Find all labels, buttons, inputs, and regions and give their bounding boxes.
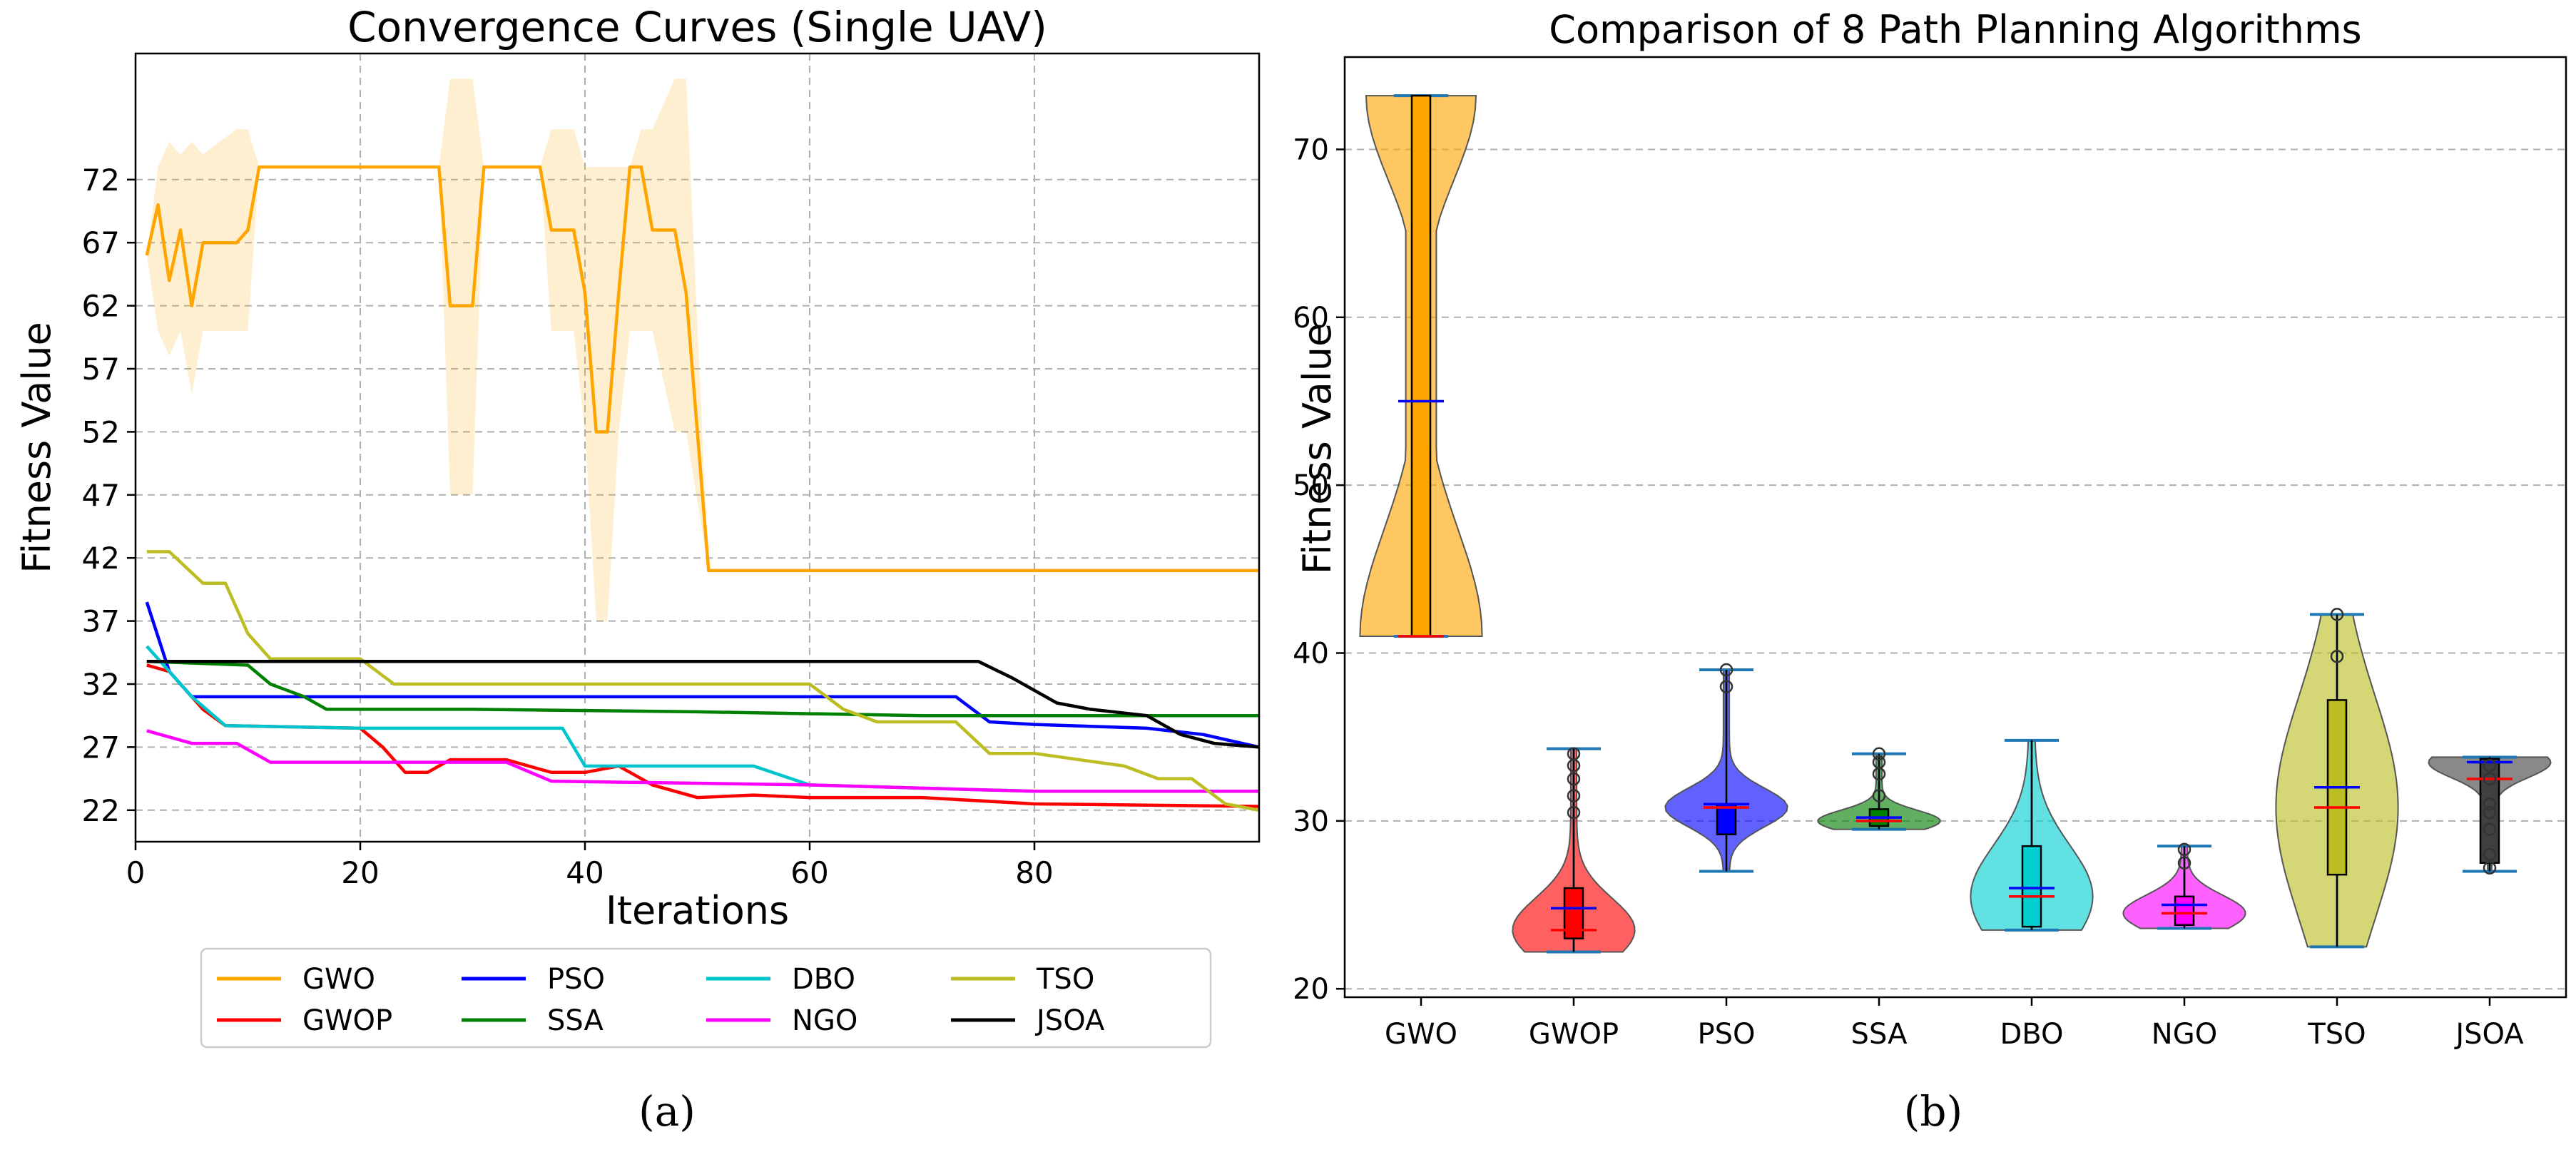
chart-b-y-tick-label: 40 [1293, 638, 1329, 671]
outlier-point-ssa [1872, 789, 1886, 802]
outlier-point-gwop [1567, 789, 1581, 802]
chart-b-x-tick-label: NGO [2152, 1018, 2217, 1051]
chart-b-x-tick-label: GWO [1385, 1018, 1457, 1051]
legend-label-ssa: SSA [547, 1004, 604, 1037]
chart-a-y-tick-label: 57 [82, 352, 120, 387]
chart-a-x-tick-label: 0 [126, 855, 146, 890]
chart-a-plot-frame [134, 52, 1261, 843]
outlier-point-jsoa [2483, 805, 2497, 820]
chart-b-y-ticks: 20 30 40 50 60 70 [1293, 133, 1345, 1006]
outlier-point-jsoa [2483, 847, 2497, 862]
chart-a-y-tick-label: 27 [82, 730, 120, 765]
series-line-gwop [146, 663, 1260, 808]
chart-b-violin-layer [1359, 94, 2552, 954]
outlier-point-ngo [2177, 842, 2191, 857]
chart-b-y-tick-label: 70 [1293, 133, 1329, 166]
chart-a-y-tick-label: 62 [82, 289, 120, 324]
outlier-point-gwop [1567, 805, 1581, 820]
chart-b-y-tick-label: 60 [1293, 302, 1329, 335]
chart-b-x-tick-label: GWOP [1529, 1018, 1619, 1051]
chart-a-y-tick-label: 37 [82, 604, 120, 639]
legend-label-ngo: NGO [792, 1004, 857, 1037]
series-line-tso [146, 550, 1260, 812]
chart-b-x-tick-label: JSOA [2453, 1018, 2524, 1051]
chart-a-grid [136, 53, 1259, 842]
outlier-point-jsoa [2483, 758, 2497, 773]
chart-a-y-tick-label: 22 [82, 793, 120, 828]
series-line-dbo [146, 645, 1259, 793]
chart-a-y-tick-label: 52 [82, 414, 120, 449]
chart-b-x-tick-label: DBO [2000, 1018, 2063, 1051]
chart-a-y-tick-label: 67 [82, 225, 120, 260]
outlier-point-jsoa [2483, 797, 2497, 811]
outlier-point-gwop [1567, 772, 1581, 786]
legend-label-jsoa: JSOA [1034, 1004, 1105, 1037]
box-iqr-jsoa [2479, 758, 2500, 864]
panel-b-caption: (b) [1904, 1087, 1962, 1136]
outlier-point-ssa [1872, 755, 1886, 769]
chart-a-legend: GWO GWOP PSO SSA DBO NGO TSO JSOA [200, 947, 1212, 1049]
panel-a-caption: (a) [638, 1087, 696, 1136]
outlier-point-pso [1719, 663, 1734, 677]
legend-label-dbo: DBO [792, 963, 855, 996]
legend-label-gwo: GWO [302, 963, 375, 996]
chart-a-y-tick-label: 47 [82, 478, 120, 513]
box-iqr-dbo [2021, 845, 2042, 928]
chart-b-y-tick-label: 20 [1293, 973, 1329, 1006]
outlier-point-ssa [1872, 747, 1886, 760]
series-line-ssa [146, 659, 1259, 718]
chart-a-x-tick-label: 40 [566, 855, 604, 890]
legend-label-gwop: GWOP [302, 1004, 392, 1037]
chart-b-plot-frame [1343, 56, 2567, 999]
panel-b-violin-chart: Comparison of 8 Path Planning Algorithms… [1293, 7, 2567, 1136]
box-iqr-pso [1716, 803, 1737, 835]
box-iqr-gwo [1410, 94, 1432, 638]
chart-a-y-axis-label: Fitness Value [14, 322, 59, 573]
chart-a-y-tick-label: 32 [82, 667, 120, 702]
chart-a-x-ticks: 0 20 40 60 80 [126, 842, 1054, 890]
legend-label-pso: PSO [547, 963, 605, 996]
chart-a-x-tick-label: 20 [341, 855, 379, 890]
outlier-point-jsoa [2483, 861, 2497, 875]
series-line-ngo [146, 729, 1259, 793]
chart-a-title: Convergence Curves (Single UAV) [347, 3, 1047, 51]
box-iqr-ngo [2174, 895, 2195, 927]
chart-a-x-axis-label: Iterations [606, 888, 789, 933]
chart-b-title: Comparison of 8 Path Planning Algorithms [1549, 7, 2361, 52]
outlier-point-tso [2330, 649, 2344, 663]
series-line-gwo [145, 165, 1259, 573]
chart-a-y-tick-label: 42 [82, 541, 120, 576]
chart-a-series-layer [145, 78, 1260, 812]
chart-b-y-tick-label: 30 [1293, 805, 1329, 838]
series-band-gwo [146, 78, 1259, 621]
outlier-point-pso [1719, 680, 1734, 693]
chart-b-x-tick-label: SSA [1851, 1018, 1908, 1051]
chart-b-x-tick-label: TSO [2307, 1018, 2366, 1051]
series-line-jsoa [146, 659, 1260, 749]
chart-b-y-axis-label: Fitness Value [1295, 323, 1340, 574]
panel-a-convergence-chart: Convergence Curves (Single UAV) 22 27 32 37… [14, 3, 1261, 1136]
series-line-pso [145, 601, 1260, 749]
chart-b-grid [1345, 148, 2566, 990]
outlier-point-gwop [1567, 747, 1581, 760]
legend-label-tso: TSO [1036, 963, 1094, 996]
chart-a-x-tick-label: 80 [1015, 855, 1053, 890]
chart-a-y-tick-label: 72 [82, 163, 120, 198]
chart-a-y-ticks: 22 27 32 37 42 47 52 57 62 67 72 [82, 163, 136, 828]
outlier-point-jsoa [2483, 772, 2497, 786]
outlier-point-ngo [2177, 856, 2191, 870]
chart-b-y-tick-label: 50 [1293, 469, 1329, 502]
outlier-point-jsoa [2483, 822, 2497, 836]
outlier-point-tso [2330, 608, 2344, 621]
legend-frame [200, 947, 1212, 1049]
chart-b-x-ticks: GWO GWOP PSO SSA DBO NGO TSO JSOA [1385, 997, 2524, 1051]
chart-b-x-tick-label: PSO [1698, 1018, 1756, 1051]
chart-a-x-tick-label: 60 [790, 855, 828, 890]
